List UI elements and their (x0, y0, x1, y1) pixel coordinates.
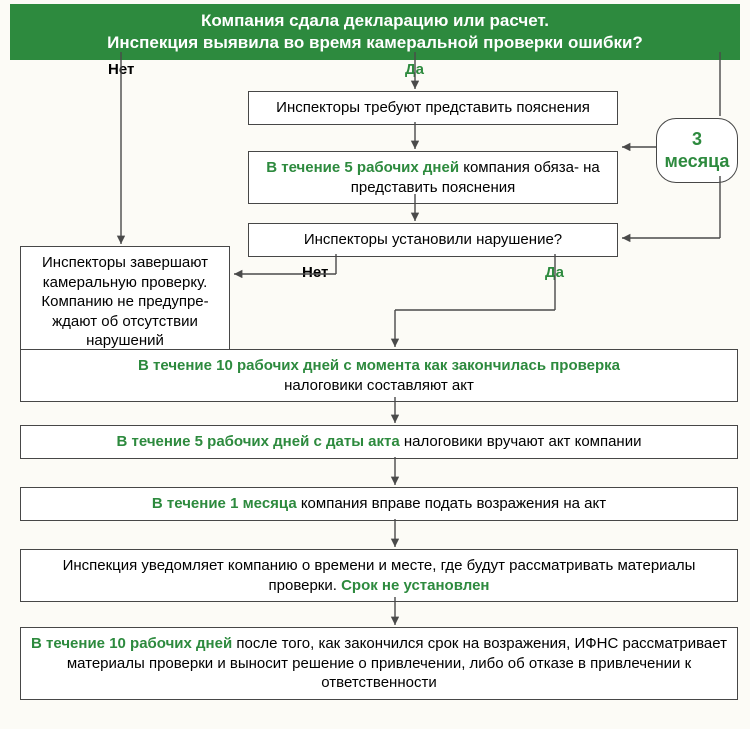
side-line1: 3 (692, 129, 702, 149)
w1-green: В течение 10 рабочих дней с момента как … (138, 357, 620, 374)
w3-green: В течение 1 месяца (152, 495, 297, 512)
box-10-days-decision: В течение 10 рабочих дней после того, ка… (20, 627, 738, 700)
label-no-1: Нет (108, 61, 134, 78)
side-line2: месяца (665, 151, 730, 171)
w4-green: Срок не установлен (341, 577, 489, 594)
box-inspectors-require: Инспекторы требуют представить пояснения (248, 91, 618, 125)
box-5-days-deliver: В течение 5 рабочих дней с даты акта нал… (20, 425, 738, 459)
header-line2: Инспекция выявила во время камеральной п… (107, 33, 643, 52)
header-box: Компания сдала декларацию или расчет. Ин… (10, 4, 740, 60)
box-10-days-act: В течение 10 рабочих дней с момента как … (20, 349, 738, 402)
label-no-2: Нет (302, 264, 328, 281)
left-box-text: Инспекторы завершают камеральную проверк… (41, 254, 208, 349)
w1-rest: налоговики составляют акт (284, 377, 474, 394)
box2-green: В течение 5 рабочих дней (266, 159, 459, 176)
box-violation-question: Инспекторы установили нарушение? (248, 223, 618, 257)
box-5-days-explain: В течение 5 рабочих дней компания обяза-… (248, 151, 618, 204)
w3-rest: компания вправе подать возражения на акт (297, 495, 606, 512)
box-left-complete: Инспекторы завершают камеральную проверк… (20, 246, 230, 358)
w2-rest: налоговики вручают акт компании (400, 433, 642, 450)
box3-text: Инспекторы установили нарушение? (304, 231, 562, 248)
box-notify: Инспекция уведомляет компанию о времени … (20, 549, 738, 602)
header-line1: Компания сдала декларацию или расчет. (201, 11, 549, 30)
label-yes-1: Да (405, 61, 424, 78)
side-duration-box: 3 месяца (656, 118, 738, 183)
label-yes-2: Да (545, 264, 564, 281)
w5-green: В течение 10 рабочих дней (31, 635, 232, 652)
w2-green: В течение 5 рабочих дней с даты акта (117, 433, 400, 450)
box-1-month-objection: В течение 1 месяца компания вправе подат… (20, 487, 738, 521)
box1-text: Инспекторы требуют представить пояснения (276, 99, 590, 116)
